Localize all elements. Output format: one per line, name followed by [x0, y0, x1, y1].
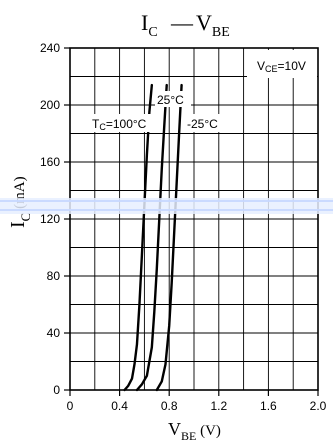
scan-line-1	[0, 200, 333, 202]
condition-box: VCE=10V	[247, 50, 317, 78]
axes-layer: 0 40 80 120 160 200 240 0 0.4 0.8 1.2 1.6 2.0	[40, 41, 327, 413]
x-tick-label: 0.8	[161, 399, 178, 413]
y-tick-label: 120	[40, 212, 60, 226]
series-line-1	[135, 83, 168, 392]
y-axis-title-main: I	[7, 221, 29, 228]
y-tick-label: 0	[53, 383, 60, 397]
label-minus25c-background	[185, 114, 228, 132]
x-axis-title-main: V	[168, 419, 181, 439]
x-tick-label: 1.6	[260, 399, 277, 413]
title-vbe-sub: BE	[212, 25, 230, 40]
label-25c: 25°C	[157, 93, 184, 107]
x-axis-title: VBE (V)	[168, 419, 221, 443]
label-tc-c: C	[99, 122, 106, 132]
chart-title: IC — VBE	[141, 10, 230, 40]
y-tick-label: 160	[40, 155, 60, 169]
grid-layer	[69, 47, 319, 391]
y-tick-label: 40	[47, 326, 61, 340]
label-tc-t: T	[92, 117, 100, 131]
x-tick-label: 1.2	[210, 399, 227, 413]
x-axis-unit: (V)	[196, 423, 221, 439]
scan-artifact	[0, 198, 333, 214]
y-tick-label: 240	[40, 41, 60, 55]
series-line-0	[123, 83, 154, 392]
y-tick-label: 80	[47, 269, 61, 283]
label-100c-background	[90, 114, 152, 132]
y-tick-label: 200	[40, 98, 60, 112]
x-tick-label: 0.4	[111, 399, 128, 413]
x-axis-title-sub: BE	[181, 429, 196, 443]
x-tick-label: 0	[67, 399, 74, 413]
label-minus-25c: -25°C	[187, 117, 218, 131]
series-labels: TC=100°C 25°C -25°C	[90, 91, 228, 132]
condition-label: VCE=10V	[257, 59, 306, 74]
label-tc-value: =100°C	[106, 117, 147, 131]
condition-ce: CE	[265, 64, 278, 74]
title-ic-sub: C	[148, 25, 157, 40]
x-axis-label: VBE (V)	[168, 419, 221, 443]
scan-line-2	[0, 209, 333, 211]
x-tick-label: 2.0	[310, 399, 327, 413]
series-layer	[123, 83, 183, 392]
label-25c-background	[155, 91, 191, 107]
title-ic-main: I	[141, 10, 148, 35]
title-dash: —	[170, 10, 194, 35]
condition-background	[247, 50, 317, 78]
series-line-2	[155, 83, 183, 392]
title-ic: IC	[141, 10, 158, 40]
title-vbe: VBE	[196, 10, 230, 40]
title-vbe-main: V	[196, 10, 212, 35]
condition-v: V	[257, 59, 265, 73]
label-tc-100c: TC=100°C	[92, 117, 147, 132]
condition-value: =10V	[278, 59, 306, 73]
y-axis-title-sub: C	[18, 213, 33, 222]
